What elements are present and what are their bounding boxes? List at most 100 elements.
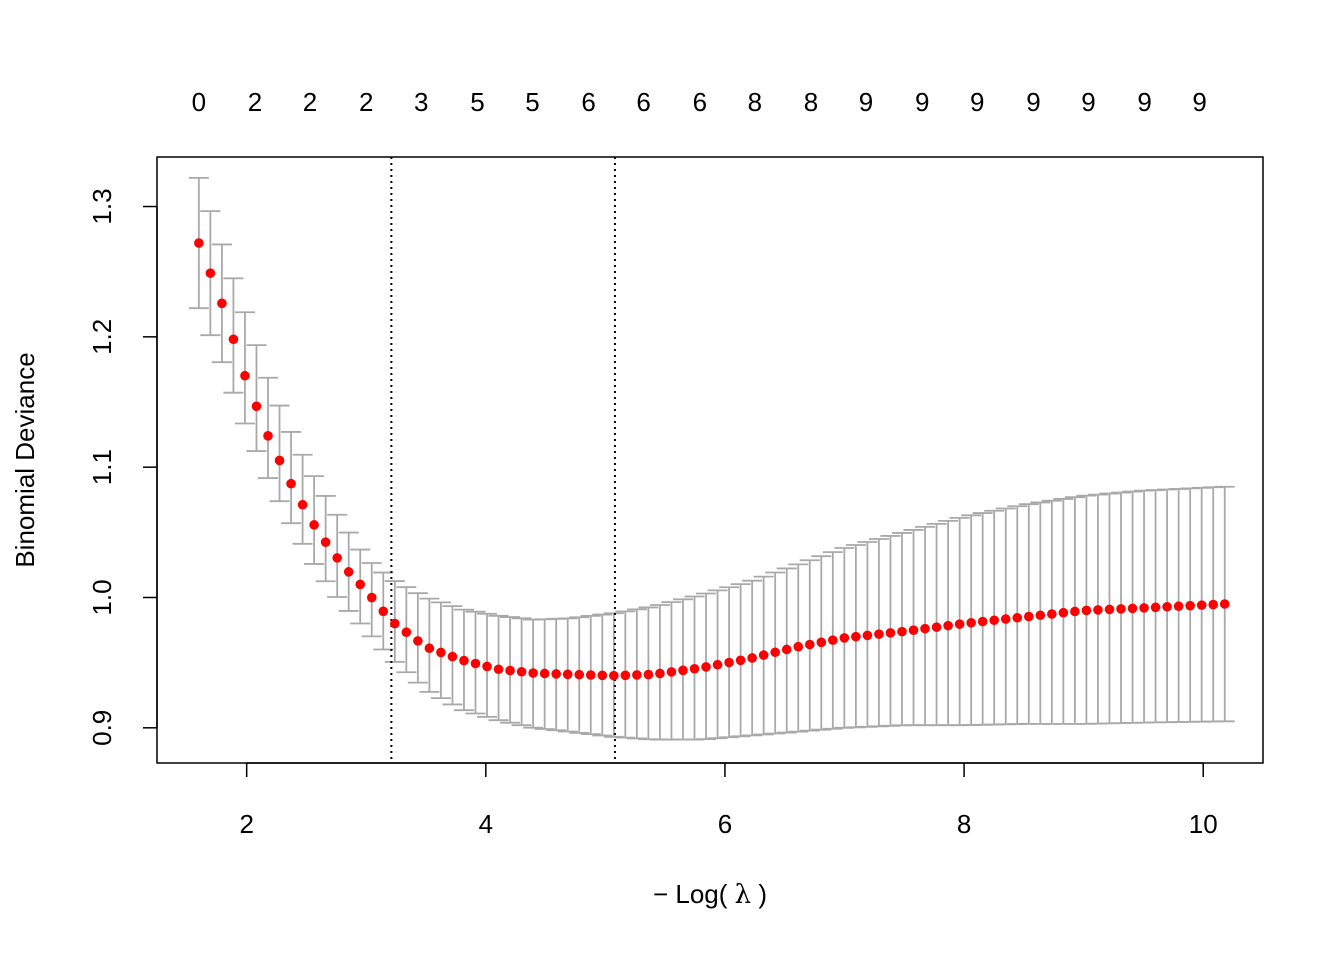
- deviance-point: [885, 628, 896, 638]
- top-count-label: 3: [414, 87, 428, 117]
- deviance-point: [1173, 601, 1184, 612]
- deviance-point: [274, 455, 285, 466]
- deviance-point: [493, 664, 504, 675]
- error-bars: [188, 176, 1235, 741]
- deviance-point: [585, 670, 596, 680]
- deviance-point: [297, 499, 308, 510]
- x-tick-label: 2: [239, 809, 253, 839]
- deviance-point: [205, 268, 216, 278]
- top-count-label: 6: [636, 87, 650, 117]
- deviance-point: [1012, 612, 1023, 623]
- deviance-point: [551, 669, 561, 679]
- top-count-label: 2: [303, 87, 317, 117]
- top-count-label: 5: [470, 87, 484, 117]
- top-count-label: 8: [804, 87, 818, 117]
- top-count-label: 0: [192, 87, 206, 117]
- deviance-point: [666, 667, 677, 677]
- deviance-point: [217, 298, 227, 309]
- deviance-point: [597, 670, 608, 681]
- deviance-point: [528, 668, 538, 678]
- deviance-point: [874, 629, 884, 639]
- x-tick-label: 4: [479, 809, 493, 839]
- deviance-point: [989, 615, 1000, 626]
- top-count-label: 6: [581, 87, 595, 117]
- deviance-point: [770, 647, 780, 658]
- top-count-label: 9: [915, 87, 929, 117]
- deviance-point: [724, 657, 734, 668]
- deviance-point: [401, 627, 412, 638]
- deviance-point: [735, 655, 746, 666]
- y-tick-label: 0.9: [87, 710, 117, 746]
- deviance-point: [332, 553, 342, 563]
- deviance-point: [781, 644, 792, 655]
- deviance-point: [632, 670, 642, 680]
- x-axis-title-lambda: λ: [735, 880, 751, 910]
- deviance-point: [390, 618, 400, 629]
- deviance-point: [1035, 610, 1046, 621]
- deviance-point: [851, 631, 861, 642]
- top-count-label: 9: [1026, 87, 1040, 117]
- deviance-point: [816, 637, 827, 648]
- deviance-point: [574, 669, 585, 680]
- deviance-point: [251, 401, 262, 412]
- deviance-point: [505, 665, 515, 676]
- deviance-point: [1219, 599, 1230, 609]
- x-axis-title-log: Log(: [675, 879, 727, 909]
- y-tick-label: 1.1: [87, 449, 117, 485]
- deviance-point: [1023, 611, 1034, 622]
- deviance-point: [263, 430, 273, 441]
- y-tick-label: 1.0: [87, 579, 117, 615]
- deviance-point: [447, 651, 458, 662]
- reference-lines: [390, 157, 616, 763]
- deviance-point: [701, 662, 711, 672]
- top-count-label: 9: [1192, 87, 1206, 117]
- deviance-point: [897, 626, 907, 637]
- x-axis: 2 4 6 8 10: [239, 762, 1218, 839]
- deviance-point: [1116, 604, 1126, 614]
- deviance-point: [1000, 614, 1011, 624]
- deviance-point: [194, 238, 204, 248]
- top-axis-nonzero-counts: 0 2 2 2 3 5 5 6 6 6 8 8 9 9 9 9 9 9 9: [192, 87, 1207, 117]
- deviance-point: [643, 669, 654, 680]
- deviance-point: [920, 623, 930, 634]
- x-tick-label: 10: [1189, 809, 1218, 839]
- top-count-label: 6: [693, 87, 707, 117]
- deviance-point: [413, 636, 423, 646]
- deviance-point: [839, 633, 850, 643]
- deviance-point: [908, 625, 919, 635]
- deviance-point: [1139, 603, 1149, 613]
- deviance-point: [804, 639, 815, 650]
- deviance-point: [943, 620, 953, 631]
- deviance-point: [539, 668, 550, 679]
- deviance-point: [655, 668, 665, 679]
- deviance-point: [689, 663, 700, 674]
- deviance-point: [712, 659, 723, 670]
- deviance-point: [609, 670, 619, 681]
- x-tick-label: 8: [957, 809, 971, 839]
- deviance-point: [1127, 603, 1138, 614]
- deviance-point: [793, 641, 804, 652]
- y-tick-label: 1.3: [87, 188, 117, 224]
- deviance-point: [355, 579, 366, 590]
- deviance-point: [931, 622, 942, 632]
- deviance-point: [678, 665, 688, 676]
- deviance-point: [862, 630, 873, 641]
- deviance-point: [1150, 602, 1161, 613]
- top-count-label: 2: [359, 87, 373, 117]
- deviance-point: [1093, 605, 1103, 615]
- deviance-point: [459, 655, 469, 666]
- y-tick-label: 1.2: [87, 319, 117, 355]
- deviance-point: [620, 670, 631, 681]
- deviance-point: [1047, 609, 1057, 619]
- deviance-point: [1185, 600, 1195, 611]
- top-count-label: 8: [748, 87, 762, 117]
- x-axis-title-minus: −: [653, 879, 668, 909]
- deviance-point: [954, 619, 965, 629]
- top-count-label: 9: [859, 87, 873, 117]
- x-axis-title-close: ): [758, 879, 767, 909]
- deviance-point: [516, 666, 527, 677]
- deviance-point: [286, 478, 296, 489]
- deviance-point: [1162, 601, 1172, 612]
- deviance-point: [436, 647, 446, 658]
